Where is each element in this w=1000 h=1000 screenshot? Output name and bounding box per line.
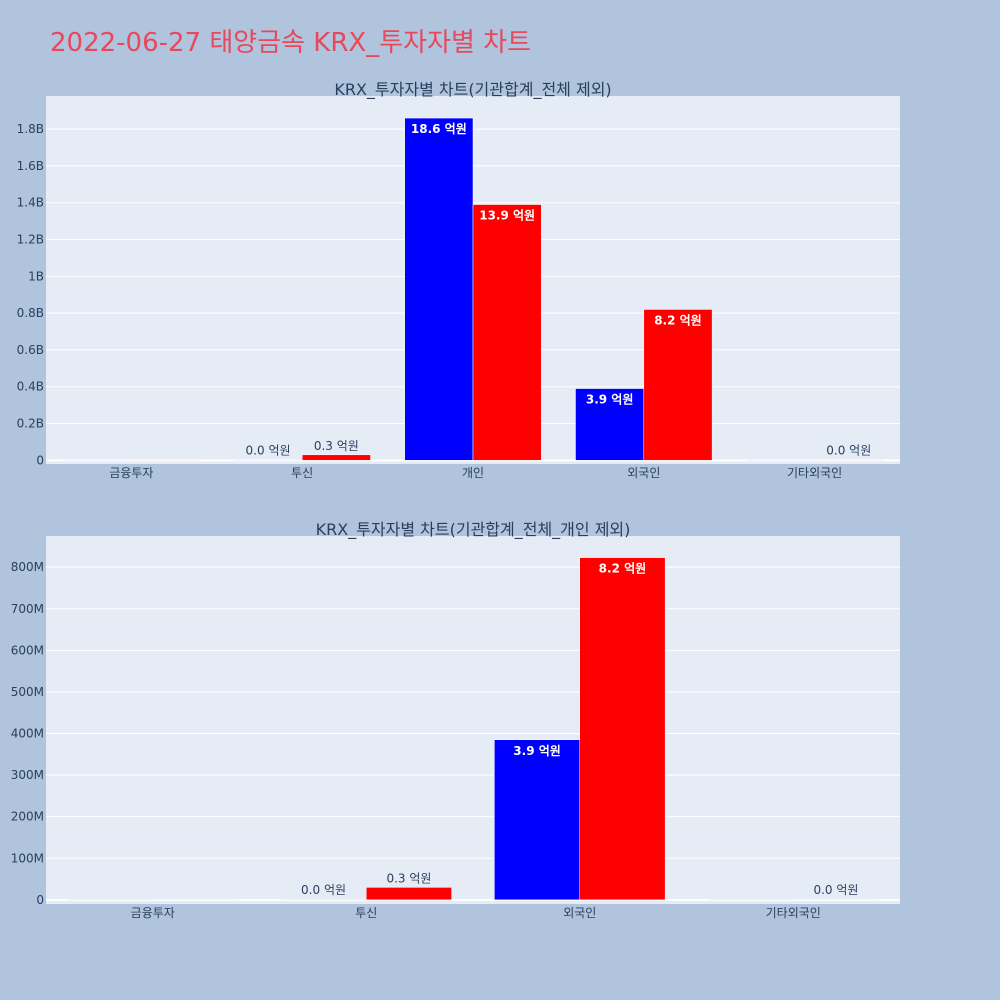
bar xyxy=(643,309,713,461)
data-label: 13.9 억원 xyxy=(479,209,535,223)
chart-title-1: KRX_투자자별 차트(기관합계_전체 제외) xyxy=(334,80,611,100)
y-tick-label: 1.4B xyxy=(17,196,44,210)
x-tick-label: 기타외국인 xyxy=(766,906,821,920)
data-label: 0.0 억원 xyxy=(813,883,858,897)
plot-area-2 xyxy=(46,536,900,904)
bar xyxy=(579,557,666,901)
bar xyxy=(472,204,542,461)
x-tick-label: 금융투자 xyxy=(109,466,153,480)
page-title: 2022-06-27 태양금속 KRX_투자자별 차트 xyxy=(50,28,532,58)
y-tick-label: 0.2B xyxy=(17,417,44,431)
y-tick-label: 0.8B xyxy=(17,306,44,320)
bar xyxy=(746,459,815,461)
y-tick-label: 0 xyxy=(36,453,44,467)
y-tick-label: 300M xyxy=(11,768,44,782)
data-label: 3.9 억원 xyxy=(586,393,634,407)
x-tick-label: 금융투자 xyxy=(131,906,175,920)
y-tick-label: 1.2B xyxy=(17,233,44,247)
data-label: 8.2 억원 xyxy=(599,562,647,576)
y-tick-label: 200M xyxy=(11,810,44,824)
bar xyxy=(575,388,645,461)
bar xyxy=(366,887,452,901)
bar xyxy=(62,459,132,461)
data-label: 0.3 억원 xyxy=(314,439,359,453)
y-tick-label: 0.6B xyxy=(17,343,44,357)
y-tick-label: 800M xyxy=(11,560,44,574)
x-tick-label: 외국인 xyxy=(563,906,596,920)
bar xyxy=(404,117,474,461)
x-tick-label: 외국인 xyxy=(627,466,660,480)
data-label: 0.0 억원 xyxy=(301,883,346,897)
y-tick-label: 0 xyxy=(36,893,44,907)
y-tick-label: 100M xyxy=(11,851,44,865)
y-tick-label: 600M xyxy=(11,643,44,657)
y-tick-label: 1.8B xyxy=(17,122,44,136)
y-tick-label: 500M xyxy=(11,685,44,699)
bar xyxy=(233,459,303,461)
bar xyxy=(707,898,794,901)
data-label: 0.0 억원 xyxy=(246,444,291,458)
y-tick-label: 700M xyxy=(11,602,44,616)
data-label: 8.2 억원 xyxy=(654,313,702,327)
bar xyxy=(301,454,371,461)
y-tick-label: 1.6B xyxy=(17,159,44,173)
bar xyxy=(67,898,153,901)
bar xyxy=(814,459,884,461)
bar xyxy=(152,898,239,901)
data-label: 0.3 억원 xyxy=(386,871,431,885)
y-tick-label: 1B xyxy=(28,269,44,283)
x-tick-label: 개인 xyxy=(462,466,484,480)
x-tick-label: 기타외국인 xyxy=(787,466,842,480)
bar xyxy=(494,739,581,901)
data-label: 3.9 억원 xyxy=(513,744,561,758)
bar xyxy=(280,898,367,901)
x-tick-label: 투신 xyxy=(291,466,313,480)
y-tick-label: 400M xyxy=(11,727,44,741)
y-tick-label: 0.4B xyxy=(17,380,44,394)
chart-title-2: KRX_투자자별 차트(기관합계_전체_개인 제외) xyxy=(316,520,631,540)
data-label: 0.0 억원 xyxy=(826,444,871,458)
bar xyxy=(793,898,879,901)
data-label: 18.6 억원 xyxy=(411,122,467,136)
bar xyxy=(131,459,200,461)
x-tick-label: 투신 xyxy=(355,906,377,920)
